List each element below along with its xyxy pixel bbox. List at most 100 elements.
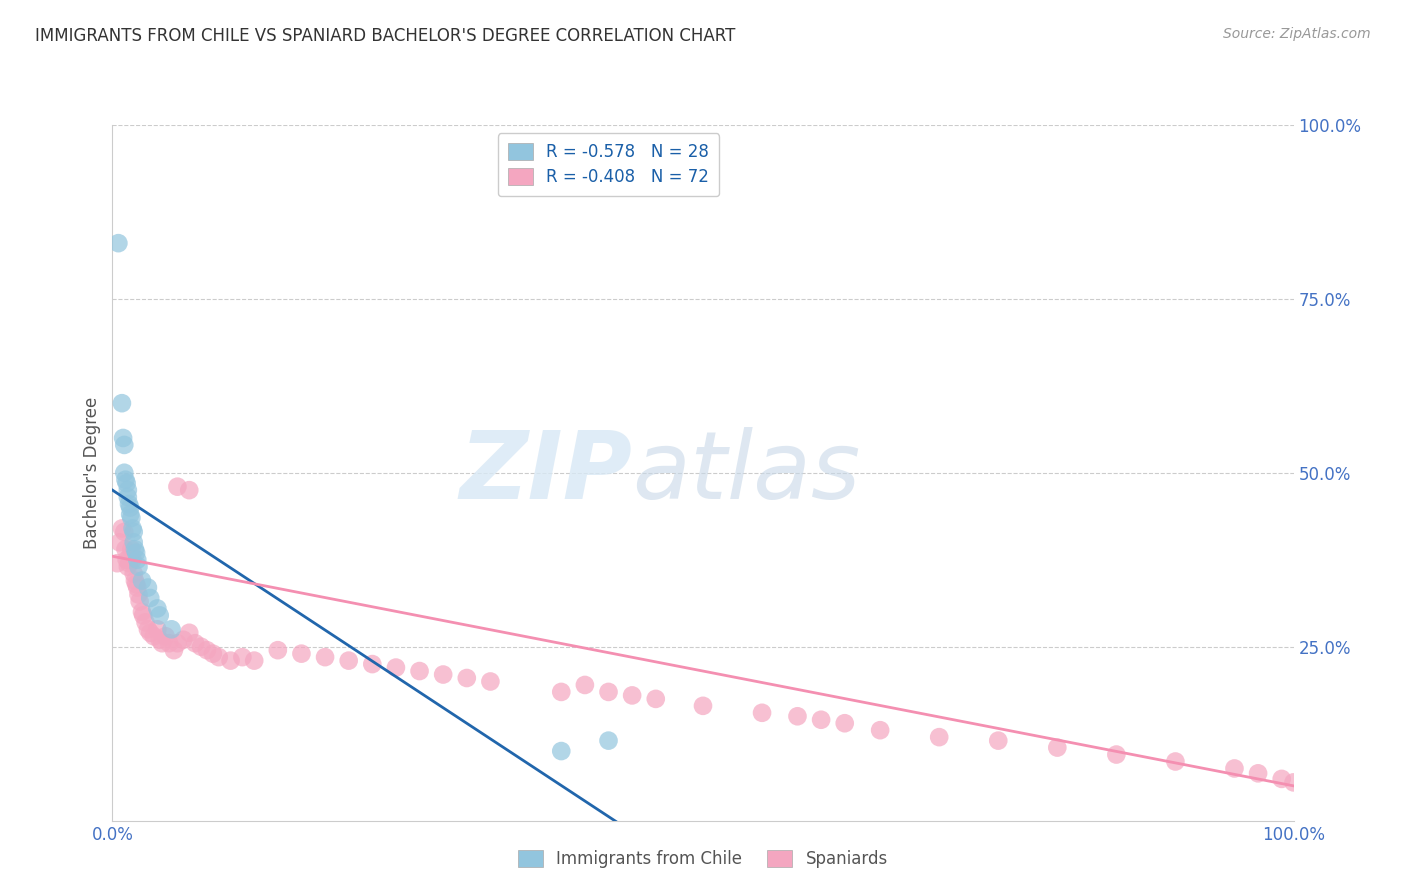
Point (644, 692, 666, 706)
Point (114, 473, 136, 487)
Point (834, 716, 856, 731)
Point (598, 685, 620, 699)
Point (184, 636, 207, 650)
Point (385, 660, 408, 674)
Point (115, 476, 138, 491)
Point (118, 497, 141, 511)
Point (120, 549, 142, 564)
Point (786, 709, 808, 723)
Point (479, 674, 502, 689)
Point (550, 685, 572, 699)
Point (114, 542, 136, 557)
Point (408, 664, 430, 678)
Point (361, 657, 384, 671)
Point (112, 431, 135, 445)
Point (1223, 761, 1246, 775)
Point (621, 689, 644, 703)
Point (179, 625, 201, 640)
Point (120, 500, 142, 515)
Point (122, 535, 145, 549)
Point (149, 608, 172, 623)
Point (118, 556, 141, 570)
Point (128, 594, 150, 608)
Point (112, 466, 135, 480)
Text: IMMIGRANTS FROM CHILE VS SPANIARD BACHELOR'S DEGREE CORRELATION CHART: IMMIGRANTS FROM CHILE VS SPANIARD BACHEL… (35, 27, 735, 45)
Point (314, 650, 336, 665)
Point (751, 706, 773, 720)
Point (122, 524, 145, 539)
Point (155, 629, 177, 643)
Point (150, 636, 173, 650)
Text: Source: ZipAtlas.com: Source: ZipAtlas.com (1223, 27, 1371, 41)
Point (267, 643, 290, 657)
Point (132, 608, 155, 623)
Point (139, 591, 162, 605)
Point (869, 723, 891, 738)
Point (1105, 747, 1128, 762)
Y-axis label: Bachelor's Degree: Bachelor's Degree (83, 397, 101, 549)
Point (574, 678, 596, 692)
Point (1046, 740, 1069, 755)
Point (290, 647, 312, 661)
Point (692, 698, 714, 713)
Point (456, 671, 478, 685)
Point (117, 559, 139, 574)
Point (172, 632, 194, 647)
Point (139, 625, 162, 640)
Point (166, 480, 188, 494)
Point (127, 587, 149, 601)
Point (121, 552, 143, 567)
Point (157, 636, 180, 650)
Point (160, 623, 183, 637)
Point (125, 546, 148, 560)
Legend: Immigrants from Chile, Spaniards: Immigrants from Chile, Spaniards (512, 843, 894, 875)
Point (115, 552, 138, 567)
Point (146, 601, 169, 615)
Point (111, 396, 134, 410)
Point (120, 542, 142, 557)
Point (124, 574, 146, 588)
Point (142, 629, 165, 643)
Point (120, 508, 142, 522)
Point (243, 654, 266, 668)
Point (127, 559, 149, 574)
Text: ZIP: ZIP (460, 426, 633, 519)
Point (108, 535, 131, 549)
Point (810, 713, 832, 727)
Point (195, 643, 218, 657)
Point (117, 490, 139, 504)
Legend: R = -0.578   N = 28, R = -0.408   N = 72: R = -0.578 N = 28, R = -0.408 N = 72 (498, 133, 718, 196)
Point (1247, 766, 1270, 780)
Point (1271, 772, 1294, 786)
Point (1164, 755, 1187, 769)
Point (117, 483, 139, 498)
Point (190, 640, 212, 654)
Point (136, 623, 159, 637)
Point (179, 483, 201, 498)
Point (127, 581, 149, 595)
Point (149, 632, 172, 647)
Point (598, 733, 620, 747)
Point (135, 615, 157, 630)
Point (112, 524, 135, 539)
Point (107, 236, 129, 251)
Point (125, 577, 148, 591)
Point (337, 654, 360, 668)
Point (219, 654, 242, 668)
Point (131, 574, 153, 588)
Point (166, 636, 188, 650)
Point (105, 556, 128, 570)
Point (231, 650, 253, 665)
Point (208, 650, 231, 665)
Point (121, 521, 143, 535)
Point (987, 733, 1010, 747)
Point (136, 581, 159, 595)
Point (122, 566, 145, 581)
Point (124, 542, 146, 557)
Point (928, 730, 950, 744)
Point (201, 647, 224, 661)
Point (146, 623, 169, 637)
Text: atlas: atlas (633, 427, 860, 518)
Point (131, 605, 153, 619)
Point (163, 643, 186, 657)
